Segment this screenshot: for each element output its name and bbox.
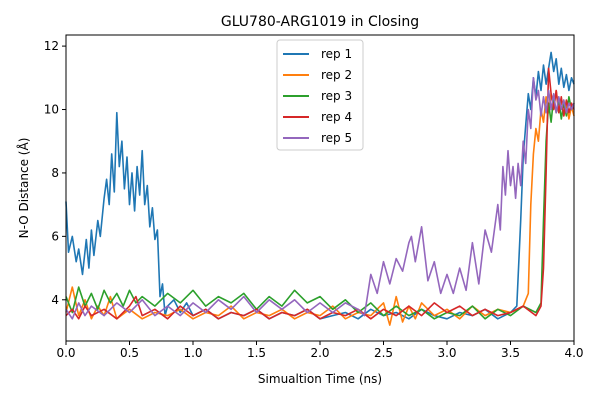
legend-label: rep 2 [321, 68, 352, 82]
x-tick-label: 3.0 [437, 346, 456, 360]
y-axis-ticks: 4 6 8 10 12 [44, 39, 66, 307]
y-tick-label: 4 [51, 293, 59, 307]
x-tick-label: 0.5 [120, 346, 139, 360]
legend: rep 1 rep 2 rep 3 rep 4 rep 5 [276, 39, 364, 151]
y-tick-label: 12 [44, 39, 59, 53]
y-tick-label: 10 [44, 103, 59, 117]
x-tick-label: 2.5 [374, 346, 393, 360]
legend-box [276, 39, 364, 151]
x-tick-label: 3.5 [501, 346, 520, 360]
x-tick-label: 4.0 [564, 346, 583, 360]
x-axis-ticks: 0.0 0.5 1.0 1.5 2.0 2.5 3.0 3.5 4.0 [56, 341, 584, 360]
legend-label: rep 3 [321, 89, 352, 103]
data-lines [65, 51, 575, 326]
x-tick-label: 2.0 [310, 346, 329, 360]
legend-label: rep 4 [321, 110, 352, 124]
series-line-4 [65, 67, 575, 320]
y-axis-label: N-O Distance (Å) [16, 138, 31, 239]
chart-title: GLU780-ARG1019 in Closing [221, 14, 419, 30]
legend-label: rep 1 [321, 47, 352, 61]
series-line-5 [65, 77, 575, 320]
x-tick-label: 1.0 [183, 346, 202, 360]
x-tick-label: 1.5 [247, 346, 266, 360]
y-tick-label: 6 [51, 229, 59, 243]
x-tick-label: 0.0 [56, 346, 75, 360]
y-tick-label: 8 [51, 166, 59, 180]
legend-label: rep 5 [321, 131, 352, 145]
x-axis-label: Simualtion Time (ns) [258, 372, 382, 386]
